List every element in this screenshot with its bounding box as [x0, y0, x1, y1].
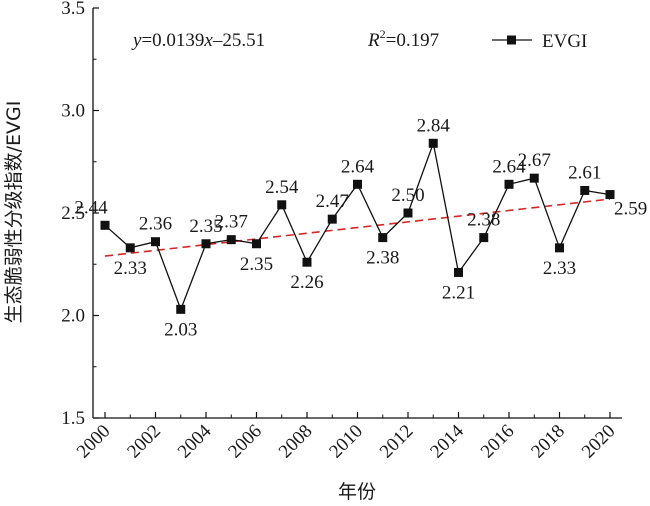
x-tick-label: 2008: [275, 421, 317, 463]
data-point: [504, 179, 514, 189]
data-label: 2.21: [442, 282, 475, 303]
data-label: 2.38: [366, 248, 399, 269]
y-tick-label: 3.5: [61, 0, 85, 19]
data-label: 2.03: [164, 319, 197, 340]
data-label: 2.44: [74, 197, 108, 218]
x-tick-label: 2004: [174, 420, 216, 462]
data-point: [201, 239, 211, 249]
data-point: [529, 173, 539, 183]
data-point: [378, 233, 388, 243]
data-label: 2.64: [341, 156, 375, 177]
r-squared-label: R2=0.197: [367, 27, 439, 51]
data-point: [605, 190, 615, 200]
data-point: [226, 235, 236, 245]
data-label: 2.33: [114, 258, 147, 279]
data-point: [454, 267, 463, 277]
y-axis-title: 生态脆弱性分级指数/EVGI: [3, 101, 25, 324]
data-point: [176, 304, 186, 314]
data-labels-layer: 2.442.332.362.032.352.372.352.542.262.47…: [74, 115, 647, 340]
data-point: [327, 214, 337, 224]
x-tick-label: 2016: [477, 421, 519, 463]
x-tick-label: 2018: [527, 421, 569, 463]
trendline: [104, 198, 611, 257]
y-tick-label: 3.0: [61, 101, 85, 122]
data-label: 2.54: [265, 177, 299, 198]
data-point: [252, 239, 261, 249]
data-label: 2.35: [189, 216, 222, 237]
data-point: [555, 243, 564, 253]
data-point: [100, 220, 110, 230]
data-label: 2.67: [518, 150, 551, 171]
data-point: [277, 200, 287, 210]
data-label: 2.50: [391, 185, 424, 206]
data-label: 2.84: [417, 115, 451, 136]
legend: EVGI: [492, 31, 587, 52]
data-point: [580, 185, 590, 195]
data-label: 2.38: [467, 210, 500, 231]
data-label: 2.47: [316, 191, 349, 212]
data-label: 2.61: [568, 162, 601, 183]
x-tick-label: 2014: [426, 420, 468, 462]
data-point: [479, 233, 489, 243]
data-label: 2.33: [543, 258, 576, 279]
y-tick-label: 1.5: [61, 408, 85, 429]
x-tick-label: 2012: [376, 421, 418, 463]
data-label: 2.26: [290, 272, 323, 293]
data-label: 2.64: [492, 156, 526, 177]
data-point: [403, 208, 413, 218]
data-label: 2.35: [240, 254, 273, 275]
x-tick-label: 2010: [325, 421, 367, 463]
legend-marker: [507, 35, 516, 45]
data-point: [125, 243, 135, 253]
y-tick-label: 2.5: [61, 203, 85, 224]
x-tick-label: 2006: [224, 421, 266, 463]
x-tick-label: 2002: [123, 421, 165, 463]
data-label: 2.37: [215, 212, 248, 233]
data-point: [302, 257, 312, 267]
regression-equation: y=0.0139x–25.51: [131, 30, 265, 51]
y-tick-label: 2.0: [61, 306, 85, 327]
x-axis-title: 年份: [338, 481, 376, 503]
data-point: [353, 179, 362, 189]
data-label: 2.59: [614, 199, 647, 220]
legend-label: EVGI: [542, 31, 587, 52]
data-point: [151, 237, 160, 247]
series-layer: [100, 138, 615, 314]
data-point: [428, 138, 438, 148]
data-label: 2.36: [139, 214, 172, 235]
x-tick-label: 2020: [578, 421, 620, 463]
